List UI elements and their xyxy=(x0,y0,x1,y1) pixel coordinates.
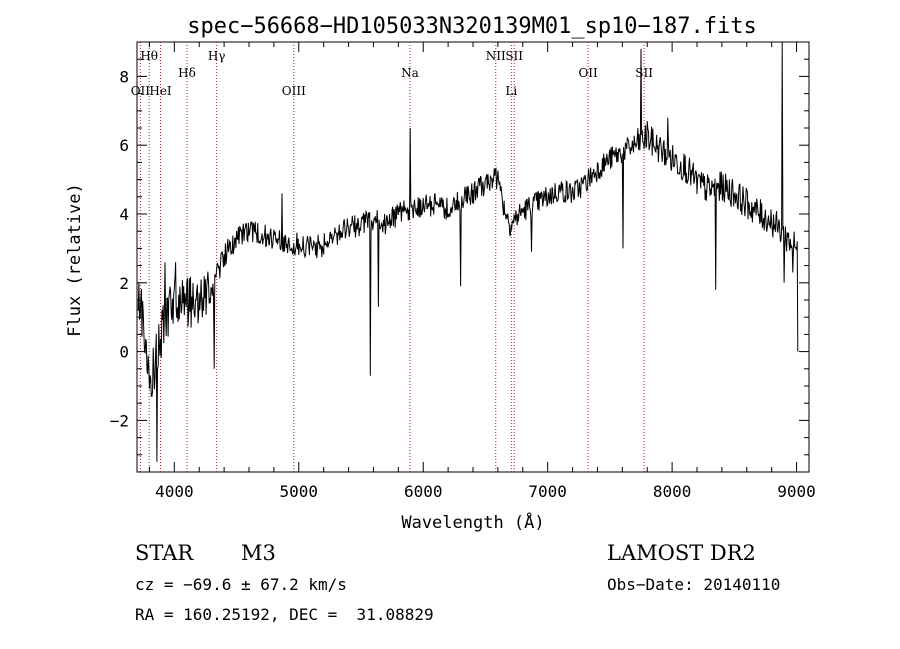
y-tick-label: 8 xyxy=(119,67,129,86)
chart-title: spec−56668−HD105033N320139M01_sp10−187.f… xyxy=(187,14,757,39)
x-tick-label: 9000 xyxy=(777,482,816,501)
line-marker-label: NII xyxy=(486,49,506,63)
object-type: STAR xyxy=(135,541,194,565)
redshift-velocity: cz = −69.6 ± 67.2 km/s xyxy=(135,575,347,594)
line-marker-label: Na xyxy=(401,66,419,80)
observation-date: Obs−Date: 20140110 xyxy=(607,575,780,594)
ra-dec-coordinates: RA = 160.25192, DEC = 31.08829 xyxy=(135,605,434,624)
x-tick-label: 6000 xyxy=(404,482,443,501)
y-tick-label: −2 xyxy=(110,411,129,430)
axis-ticks: 4000 5000 6000 7000 8000 9000 −2 0 2 4 6 8 xyxy=(110,41,816,501)
plot-frame xyxy=(136,41,810,473)
line-marker-label: Hγ xyxy=(208,49,226,63)
y-tick-label: 4 xyxy=(119,205,129,224)
line-marker-label: OIII xyxy=(282,84,306,98)
spectrum-line xyxy=(137,41,799,462)
spectrum-trace xyxy=(137,41,799,462)
spectrum-info: STAR M3 LAMOST DR2 cz = −69.6 ± 67.2 km/… xyxy=(135,541,780,624)
x-tick-label: 5000 xyxy=(280,482,319,501)
line-marker-label: SII xyxy=(505,49,523,63)
x-tick-label: 7000 xyxy=(528,482,567,501)
line-marker-label: Hδ xyxy=(178,66,196,80)
survey-name: LAMOST DR2 xyxy=(607,541,756,565)
y-axis-label: Flux (relative) xyxy=(65,183,85,337)
x-tick-label: 8000 xyxy=(653,482,692,501)
line-marker-label: OII xyxy=(131,84,151,98)
line-marker-label: HeI xyxy=(149,84,172,98)
y-tick-label: 0 xyxy=(119,343,129,362)
y-tick-label: 2 xyxy=(119,274,129,293)
x-axis-label: Wavelength (Å) xyxy=(401,511,544,533)
object-subclass: M3 xyxy=(241,541,276,565)
x-tick-label: 4000 xyxy=(155,482,194,501)
line-marker-label: Li xyxy=(505,84,517,98)
line-marker-label: Hθ xyxy=(140,49,158,63)
line-marker-label: OII xyxy=(578,66,598,80)
y-tick-label: 6 xyxy=(119,136,129,155)
line-marker-label: SII xyxy=(635,66,653,80)
